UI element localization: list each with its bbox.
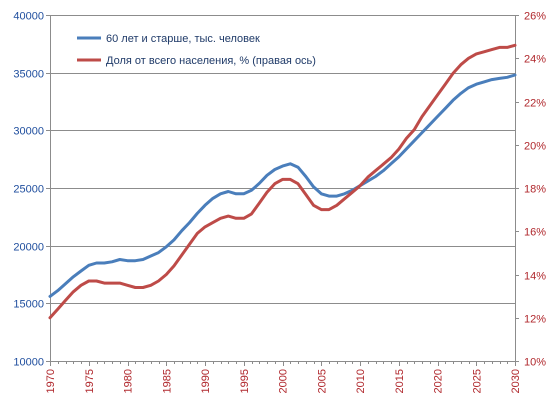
x-tick-label: 1995 — [239, 369, 251, 393]
y-right-tick-label: 26% — [524, 11, 546, 23]
axes: 10000 15000 20000 25000 30000 35000 40000 10% 12… — [13, 11, 546, 394]
y-right-tick-label: 16% — [524, 227, 546, 239]
legend-label: 60 лет и старше, тыс. человек — [106, 33, 260, 45]
series-lines — [48, 43, 517, 320]
legend: 60 лет и старше, тыс. человек Доля от все… — [77, 33, 316, 67]
y-left-tick-label: 10000 — [13, 357, 44, 369]
x-tick-label: 2015 — [394, 369, 406, 393]
y-left-tick-label: 15000 — [13, 299, 44, 311]
y-left-tick-label: 30000 — [13, 126, 44, 138]
x-tick-label: 2025 — [471, 369, 483, 393]
x-tick-label: 2030 — [510, 369, 522, 393]
x-tick-label: 2010 — [355, 369, 367, 393]
x-tick-label: 1990 — [200, 369, 212, 393]
y-right-tick-label: 22% — [524, 98, 546, 110]
y-right-tick-label: 20% — [524, 141, 546, 153]
y-right-tick-label: 14% — [524, 271, 546, 283]
y-left-tick-label: 40000 — [13, 11, 44, 23]
x-tick-label: 1970 — [45, 369, 57, 393]
y-right-tick-label: 18% — [524, 184, 546, 196]
x-tick-label: 1980 — [123, 369, 135, 393]
x-tick-label: 2020 — [433, 369, 445, 393]
grid-lines — [50, 15, 515, 362]
y-right-tick-label: 24% — [524, 54, 546, 66]
y-right-tick-label: 12% — [524, 314, 546, 326]
y-left-tick-label: 35000 — [13, 69, 44, 81]
series-line-share-percent — [48, 43, 517, 320]
x-tick-label: 1985 — [161, 369, 173, 393]
y-right-tick-label: 10% — [524, 357, 546, 369]
y-left-tick-label: 20000 — [13, 242, 44, 254]
x-tick-label: 2000 — [278, 369, 290, 393]
x-tick-label: 2005 — [316, 369, 328, 393]
x-tick-label: 1975 — [84, 369, 96, 393]
series-line-elderly-count — [48, 73, 517, 298]
legend-label: Доля от всего населения, % (правая ось) — [106, 55, 316, 67]
y-left-tick-label: 25000 — [13, 184, 44, 196]
